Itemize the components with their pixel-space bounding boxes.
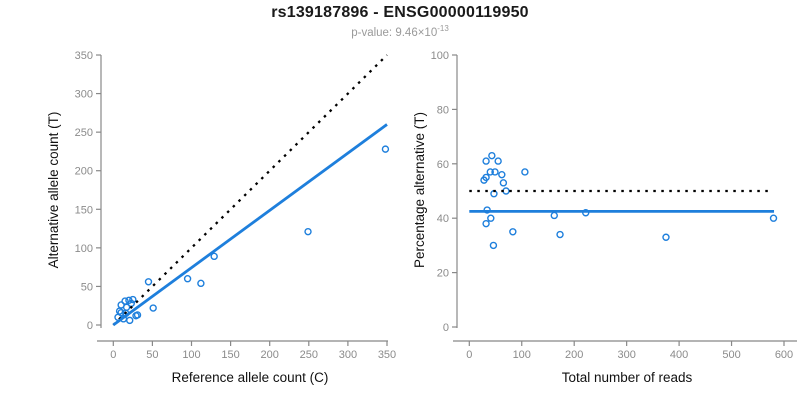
data-point: [482, 157, 490, 165]
pvalue-exponent: -13: [437, 24, 449, 33]
x-tick-label: 250: [300, 349, 318, 361]
y-tick-label: 40: [437, 213, 449, 225]
page-title: rs139187896 - ENSG00000119950: [271, 4, 529, 21]
x-tick-label: 350: [378, 349, 396, 361]
data-point: [521, 168, 529, 176]
x-tick-label: 150: [221, 349, 239, 361]
data-point: [482, 219, 490, 228]
x-tick-label: 100: [182, 349, 200, 361]
data-point: [144, 278, 153, 286]
fit-line: [112, 123, 388, 327]
y-tick-label: 80: [437, 104, 449, 116]
data-point: [491, 168, 499, 176]
y-tick-label: 250: [75, 127, 93, 139]
x-axis-title: Total number of reads: [562, 370, 693, 385]
y-tick-label: 50: [81, 281, 93, 293]
y-tick-label: 350: [75, 50, 93, 62]
x-tick-label: 0: [110, 349, 116, 361]
x-tick-label: 100: [513, 349, 531, 361]
x-tick-label: 200: [565, 349, 583, 361]
y-tick-label: 100: [75, 243, 93, 255]
allele-count-scatter: 0 50 100 150 200 250 300 350 0 50 100 150 200 250 300 3…: [46, 50, 396, 385]
data-point: [499, 179, 508, 187]
pvalue-text: p-value: 9.46×10: [351, 26, 438, 39]
data-point: [498, 170, 506, 179]
data-point: [117, 308, 125, 317]
data-point: [769, 214, 778, 222]
x-tick-label: 400: [670, 349, 688, 361]
data-point: [210, 252, 218, 261]
x-tick-label: 50: [146, 349, 158, 361]
y-tick-label: 200: [75, 166, 93, 178]
data-point: [494, 157, 502, 165]
data-point: [149, 304, 157, 312]
percentage-scatter: 0 100 200 300 400 500 600 0 20 40 60 80 100 Total num…: [412, 50, 797, 385]
data-point: [129, 295, 137, 304]
data-point: [482, 173, 490, 182]
y-axis-title: Percentage alternative (T): [412, 112, 427, 268]
y-tick-label: 20: [437, 268, 449, 280]
y-tick-label: 60: [437, 159, 449, 171]
y-axis-title: Alternative allele count (T): [46, 112, 61, 269]
x-tick-label: 300: [339, 349, 357, 361]
data-point: [197, 279, 205, 288]
data-point: [487, 214, 495, 222]
y-tick-label: 0: [87, 320, 93, 332]
x-axis-title: Reference allele count (C): [172, 370, 329, 385]
data-point: [126, 316, 134, 325]
data-point: [486, 168, 494, 176]
data-point: [488, 151, 496, 160]
data-point: [122, 303, 131, 311]
data-point: [183, 275, 192, 283]
data-point: [550, 211, 558, 220]
data-point: [133, 311, 142, 319]
x-tick-label: 0: [466, 349, 472, 361]
data-point: [502, 187, 510, 195]
data-point: [556, 230, 564, 239]
y-tick-label: 100: [431, 50, 449, 62]
x-tick-label: 200: [261, 349, 279, 361]
x-tick-label: 300: [617, 349, 635, 361]
x-tick-label: 600: [775, 349, 793, 361]
y-tick-label: 0: [443, 322, 449, 334]
y-tick-label: 150: [75, 204, 93, 216]
data-point: [489, 241, 498, 250]
data-point: [662, 233, 670, 241]
data-point: [509, 228, 517, 236]
pvalue-subtitle: p-value: 9.46×10-13: [0, 24, 800, 39]
y-tick-label: 300: [75, 89, 93, 101]
identity-line: [112, 54, 388, 326]
data-point: [381, 145, 390, 153]
x-tick-label: 500: [722, 349, 740, 361]
data-point: [304, 227, 312, 236]
